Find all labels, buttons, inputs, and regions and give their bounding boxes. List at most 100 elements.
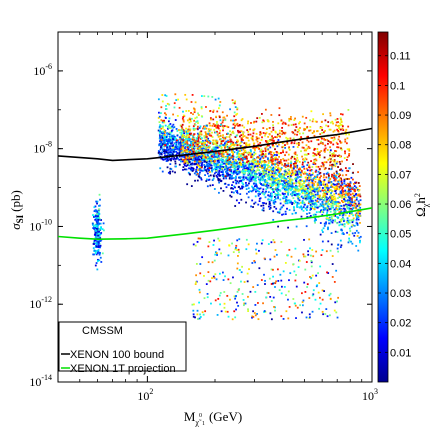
scatter-point [182,168,184,171]
scatter-point [232,155,235,158]
scatter-point [219,134,222,137]
scatter-point [228,166,230,169]
scatter-point [181,117,184,120]
scatter-point [181,160,184,163]
scatter-point [295,285,298,288]
scatter-point [217,151,220,154]
scatter-point [307,192,310,195]
legend-entry-xenon100: XENON 100 bound [70,349,164,361]
scatter-point [201,161,204,164]
scatter-point [346,219,349,222]
scatter-point [93,227,96,229]
scatter-point [272,120,274,123]
scatter-point [235,182,238,185]
scatter-point [170,159,172,162]
scatter-point [352,192,355,195]
scatter-point [96,240,99,243]
scatter-point [338,194,341,197]
scatter-point [227,254,230,257]
scatter-point [349,190,352,193]
scatter-point [277,170,279,173]
scatter-point [238,124,241,127]
scatter-point [208,140,211,142]
scatter-point [281,173,284,176]
scatter-point [256,117,259,120]
scatter-point [328,208,331,210]
scatter-point [349,230,352,232]
scatter-point [293,182,295,185]
scatter-point [349,184,351,187]
scatter-point [210,118,212,121]
scatter-point [225,144,227,147]
scatter-point [318,282,321,284]
scatter-point [302,184,305,187]
scatter-point [260,132,262,135]
scatter-point [307,174,310,177]
scatter-point [339,185,342,188]
scatter-point [311,202,314,205]
scatter-point [282,151,284,154]
scatter-point [266,166,269,169]
scatter-point [203,149,206,152]
scatter-point [253,128,256,131]
scatter-point [233,115,236,118]
scatter-point [170,151,173,154]
scatter-point [334,163,336,166]
scatter-point [258,169,261,172]
scatter-point [252,310,255,313]
scatter-point [240,166,243,168]
scatter-point [357,203,360,206]
scatter-point [319,203,322,205]
scatter-point [232,164,234,167]
scatter-point [300,174,303,176]
scatter-point [218,174,221,177]
scatter-point [287,162,290,165]
scatter-point [205,170,208,173]
scatter-point [277,164,280,167]
scatter-point [277,184,280,187]
scatter-point [348,237,351,240]
scatter-point [188,117,191,120]
scatter-point [348,206,350,209]
colorbar-tick-label: 0.11 [390,51,411,63]
scatter-point [355,193,358,195]
scatter-point [235,162,238,165]
scatter-point [205,134,207,137]
scatter-point [188,136,191,139]
scatter-point [225,160,228,162]
scatter-point [183,135,186,138]
scatter-point [345,184,347,187]
scatter-point [359,239,361,242]
scatter-point [346,202,349,204]
y-tick-exp: -8 [45,140,52,149]
scatter-point [190,185,193,187]
scatter-point [335,269,338,272]
scatter-point [175,143,178,146]
scatter-point [262,157,265,159]
scatter-point [253,159,256,161]
scatter-point [268,198,271,201]
scatter-point [224,137,227,140]
scatter-point [329,128,332,131]
scatter-point [348,204,351,207]
scatter-point [200,149,203,152]
scatter-point [298,194,300,196]
scatter-point [184,147,186,149]
scatter-point [333,175,336,178]
scatter-point [340,118,342,121]
scatter-point [282,270,285,273]
scatter-point [230,156,233,159]
scatter-point [176,134,179,137]
scatter-point [235,168,237,171]
scatter-point [288,181,290,184]
scatter-point [224,150,227,153]
scatter-point [354,199,357,202]
scatter-point [296,170,298,173]
scatter-point [201,143,203,145]
scatter-point [262,204,265,207]
scatter-point [195,138,198,141]
scatter-point [239,141,242,144]
scatter-point [357,211,360,214]
scatter-point [329,141,331,143]
scatter-point [340,113,342,115]
